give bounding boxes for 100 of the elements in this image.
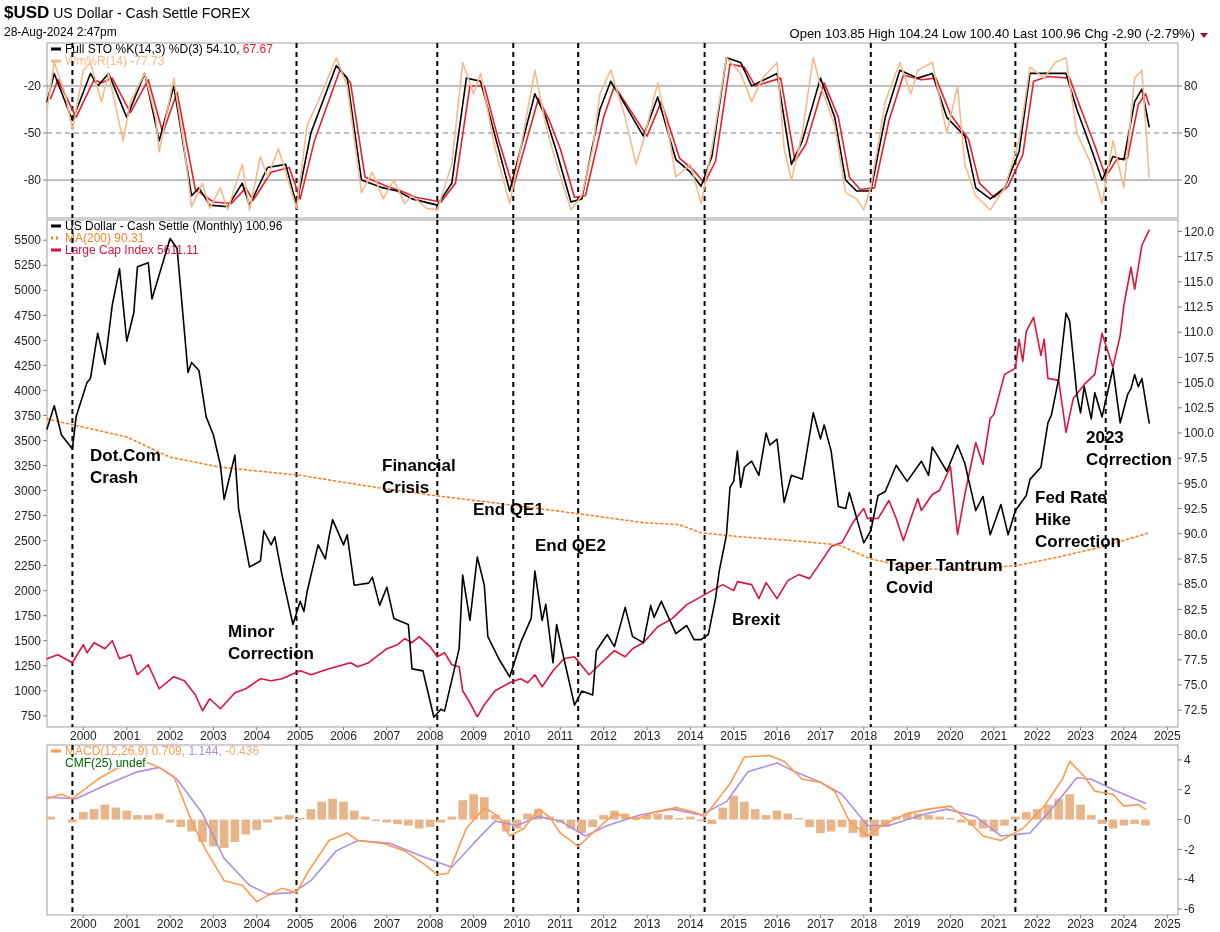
- x-tick-label: 2021: [980, 917, 1008, 931]
- x-tick-label: 2021: [980, 729, 1008, 743]
- x-tick-label: 2024: [1110, 729, 1138, 743]
- x-tick-label: 2014: [677, 729, 705, 743]
- y2-tick-label: 50: [1184, 126, 1198, 141]
- x-tick-label: 2012: [590, 729, 618, 743]
- x-tick-label: 2018: [850, 729, 878, 743]
- y2-tick-label: 20: [1184, 173, 1198, 188]
- legend-label: Wm%R(14) -77.73: [65, 54, 165, 68]
- y-tick-label: 4500: [14, 333, 42, 348]
- chart-subtitle: 28-Aug-2024 2:47pm: [4, 25, 117, 39]
- x-tick-label: 2006: [330, 729, 358, 743]
- y2-tick-label: 87.5: [1184, 552, 1208, 567]
- y2-tick-label: 112.5: [1184, 300, 1214, 315]
- annotation: End QE2: [535, 536, 606, 555]
- y-tick-label: 1250: [14, 658, 42, 673]
- y2-tick-label: 80.0: [1184, 627, 1208, 642]
- x-tick-label: 2020: [937, 917, 965, 931]
- y-tick-label: 2: [1184, 782, 1191, 797]
- y-tick-label: -6: [1184, 902, 1195, 917]
- y2-tick-label: 77.5: [1184, 652, 1208, 667]
- x-tick-label: 2001: [113, 917, 141, 931]
- x-tick-label: 2017: [807, 729, 835, 743]
- annotation: Taper Tantrum Covid: [886, 556, 1003, 597]
- x-tick-label: 2010: [503, 729, 531, 743]
- annotation: Minor Correction: [228, 622, 314, 663]
- x-tick-label: 2001: [113, 729, 141, 743]
- y-tick-label: 2250: [14, 558, 42, 573]
- y-tick-label: -2: [1184, 842, 1195, 857]
- x-tick-label: 2025: [1153, 917, 1181, 931]
- x-tick-label: 2022: [1023, 917, 1051, 931]
- x-tick-label: 2015: [720, 917, 748, 931]
- annotation: Fed Rate Hike Correction: [1035, 488, 1121, 551]
- annotation: Dot.Com Crash: [90, 446, 161, 487]
- y-tick-label: 5500: [14, 233, 42, 248]
- y-tick-label: 5000: [14, 283, 42, 298]
- y-tick-label: 3250: [14, 458, 42, 473]
- x-tick-label: 2020: [937, 729, 965, 743]
- x-tick-label: 2016: [763, 729, 791, 743]
- x-tick-label: 2016: [763, 917, 791, 931]
- series-label: 1.144,: [185, 744, 222, 758]
- x-tick-label: 2023: [1067, 729, 1095, 743]
- x-tick-label: 2002: [156, 729, 184, 743]
- annotation: Financial Crisis: [382, 456, 456, 497]
- x-tick-label: 2005: [286, 917, 314, 931]
- y-tick-label: -50: [23, 126, 42, 141]
- chart-title: $USD US Dollar - Cash Settle FOREX: [4, 3, 251, 22]
- x-tick-label: 2000: [69, 729, 97, 743]
- x-tick-label: 2006: [330, 917, 358, 931]
- x-tick-label: 2009: [460, 729, 488, 743]
- x-tick-label: 2011: [547, 729, 574, 743]
- y-tick-label: 3750: [14, 408, 42, 423]
- legend-label: Full STO %K(14,3) %D(3) 54.10,: [65, 42, 240, 56]
- x-tick-label: 2015: [720, 729, 748, 743]
- y-tick-label: 4750: [14, 308, 42, 323]
- x-tick-label: 2012: [590, 917, 618, 931]
- y2-tick-label: 80: [1184, 79, 1198, 94]
- x-tick-label: 2008: [416, 917, 444, 931]
- y2-tick-label: 82.5: [1184, 602, 1208, 617]
- y2-tick-label: 90.0: [1184, 526, 1208, 541]
- x-tick-label: 2018: [850, 917, 878, 931]
- text: 67.67: [239, 42, 274, 56]
- y-tick-label: 0: [1184, 812, 1191, 827]
- y-tick-label: 750: [20, 708, 42, 723]
- legend-label: MA(200) 90.31: [65, 231, 145, 245]
- y-tick-label: 1750: [14, 608, 42, 623]
- y2-tick-label: 117.5: [1184, 249, 1214, 264]
- y2-tick-label: 85.0: [1184, 577, 1208, 592]
- x-tick-label: 2013: [633, 917, 661, 931]
- x-tick-label: 2000: [69, 917, 97, 931]
- y2-tick-label: 95.0: [1184, 476, 1208, 491]
- x-tick-label: 2013: [633, 729, 661, 743]
- y-tick-label: 2000: [14, 583, 42, 598]
- x-tick-label: 2003: [200, 917, 228, 931]
- y-tick-label: 3000: [14, 483, 42, 498]
- y-tick-label: 1500: [14, 633, 42, 648]
- annotation: 2023 Correction: [1086, 428, 1172, 469]
- text: Open 103.85 High 104.24 Low 100.40 Last 100.96 Chg -2.90 (-2.79%): [789, 26, 1195, 41]
- x-tick-label: 2022: [1023, 729, 1051, 743]
- y-tick-label: 3500: [14, 433, 42, 448]
- x-tick-label: 2014: [677, 917, 705, 931]
- x-tick-label: 2019: [893, 729, 921, 743]
- y-tick-label: -4: [1184, 872, 1195, 887]
- x-tick-label: 2009: [460, 917, 488, 931]
- y2-tick-label: 107.5: [1184, 350, 1215, 365]
- y-tick-label: 5250: [14, 258, 42, 273]
- x-tick-label: 2023: [1067, 917, 1095, 931]
- x-tick-label: 2005: [286, 729, 314, 743]
- y-tick-label: 2500: [14, 533, 42, 548]
- x-tick-label: 2007: [373, 729, 401, 743]
- x-tick-label: 2004: [243, 729, 271, 743]
- x-tick-label: 2002: [156, 917, 184, 931]
- y2-tick-label: 102.5: [1184, 400, 1215, 415]
- y2-tick-label: 110.0: [1184, 325, 1214, 340]
- annotation: End QE1: [473, 500, 544, 519]
- x-tick-label: 2019: [893, 917, 921, 931]
- y-tick-label: 4: [1184, 753, 1191, 768]
- y2-tick-label: 105.0: [1184, 375, 1215, 390]
- y2-tick-label: 120.0: [1184, 224, 1215, 239]
- y2-tick-label: 100.0: [1184, 426, 1215, 441]
